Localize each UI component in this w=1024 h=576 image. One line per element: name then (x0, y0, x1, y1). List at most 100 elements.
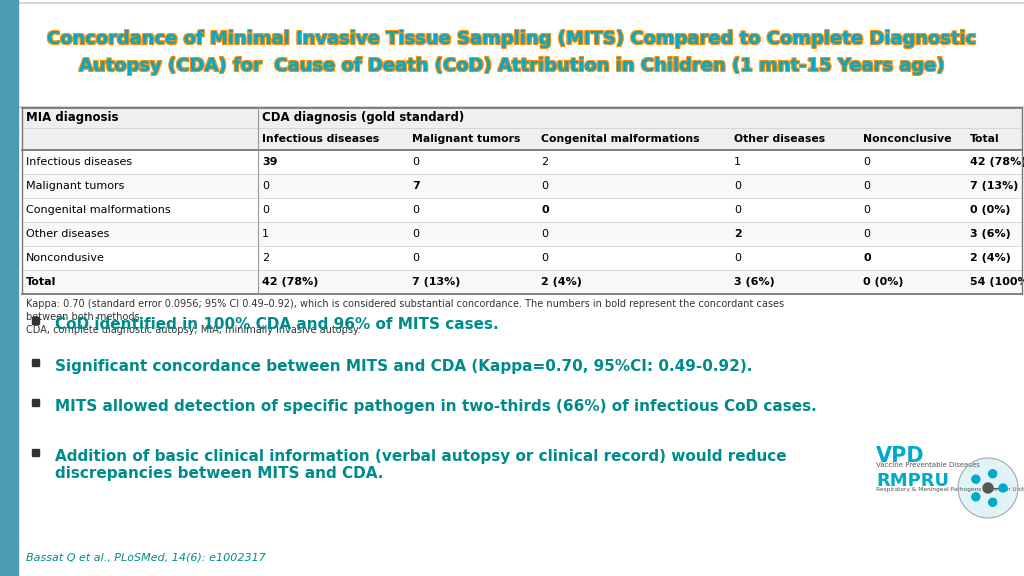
Text: 0: 0 (863, 157, 870, 167)
Text: MIA diagnosis: MIA diagnosis (26, 112, 119, 124)
Text: Autopsy (CDA) for  Cause of Death (CoD) Attribution in Children (1 mnt-15 Years : Autopsy (CDA) for Cause of Death (CoD) A… (79, 56, 945, 74)
Text: 0: 0 (412, 157, 419, 167)
Bar (0, 0, 18, 576)
Text: Autopsy (CDA) for  Cause of Death (CoD) Attribution in Children (1 mnt-15 Years : Autopsy (CDA) for Cause of Death (CoD) A… (78, 56, 944, 74)
Text: 0: 0 (262, 181, 269, 191)
Text: Vaccine Preventable Diseases: Vaccine Preventable Diseases (876, 462, 980, 468)
Text: Infectious diseases: Infectious diseases (262, 134, 379, 144)
Text: MITS allowed detection of specific pathogen in two-thirds (66%) of infectious Co: MITS allowed detection of specific patho… (55, 399, 817, 414)
Text: Bassat Q et al., PLoSMed, 14(6): e1002317: Bassat Q et al., PLoSMed, 14(6): e100231… (26, 552, 266, 562)
Text: 7 (13%): 7 (13%) (970, 181, 1019, 191)
Circle shape (988, 498, 996, 506)
Text: Concordance of Minimal Invasive Tissue Sampling (MITS) Compared to Complete Diag: Concordance of Minimal Invasive Tissue S… (48, 29, 978, 47)
Text: 0 (0%): 0 (0%) (863, 277, 903, 287)
FancyBboxPatch shape (17, 3, 1024, 107)
Text: 0: 0 (863, 253, 870, 263)
Text: 3 (6%): 3 (6%) (970, 229, 1011, 239)
Text: 0: 0 (412, 253, 419, 263)
Text: Concordance of Minimal Invasive Tissue Sampling (MITS) Compared to Complete Diag: Concordance of Minimal Invasive Tissue S… (47, 30, 977, 48)
Bar (868, 433, 1016, 548)
Text: Malignant tumors: Malignant tumors (412, 134, 520, 144)
Text: 2 (4%): 2 (4%) (541, 277, 582, 287)
Bar (22, 246, 1022, 270)
Text: Concordance of Minimal Invasive Tissue Sampling (MITS) Compared to Complete Diag: Concordance of Minimal Invasive Tissue S… (48, 31, 978, 49)
Text: 0: 0 (262, 205, 269, 215)
Text: 1: 1 (262, 229, 269, 239)
Text: RMPRU: RMPRU (876, 472, 949, 490)
Text: Autopsy (CDA) for  Cause of Death (CoD) Attribution in Children (1 mnt-15 Years : Autopsy (CDA) for Cause of Death (CoD) A… (80, 57, 946, 75)
Text: Total: Total (970, 134, 999, 144)
Text: Autopsy (CDA) for  Cause of Death (CoD) Attribution in Children (1 mnt-15 Years : Autopsy (CDA) for Cause of Death (CoD) A… (78, 58, 944, 76)
Text: CDA diagnosis (gold standard): CDA diagnosis (gold standard) (262, 112, 464, 124)
Text: Concordance of Minimal Invasive Tissue Sampling (MITS) Compared to Complete Diag: Concordance of Minimal Invasive Tissue S… (46, 31, 976, 49)
Text: Noncondusive: Noncondusive (26, 253, 104, 263)
Text: Other diseases: Other diseases (734, 134, 825, 144)
Text: 54 (100%): 54 (100%) (970, 277, 1024, 287)
Text: Concordance of Minimal Invasive Tissue Sampling (MITS) Compared to Complete Diag: Concordance of Minimal Invasive Tissue S… (46, 29, 976, 47)
Text: 0: 0 (541, 205, 549, 215)
Text: 2: 2 (262, 253, 269, 263)
Bar (32, 359, 39, 366)
Text: Congenital malformations: Congenital malformations (26, 205, 171, 215)
Text: Concordance of Minimal Invasive Tissue Sampling (MITS) Compared to Complete Diag: Concordance of Minimal Invasive Tissue S… (46, 30, 976, 48)
Text: Concordance of Minimal Invasive Tissue Sampling (MITS) Compared to Complete Diag: Concordance of Minimal Invasive Tissue S… (47, 31, 977, 49)
Bar (22, 108, 1022, 128)
Text: 0: 0 (734, 205, 741, 215)
Text: Other diseases: Other diseases (26, 229, 110, 239)
Circle shape (999, 484, 1007, 492)
Text: Concordance of Minimal Invasive Tissue Sampling (MITS) Compared to Complete Diag: Concordance of Minimal Invasive Tissue S… (47, 29, 977, 47)
Text: 39: 39 (262, 157, 278, 167)
Text: 0 (0%): 0 (0%) (970, 205, 1011, 215)
Text: Kappa: 0.70 (standard error 0.0956; 95% CI 0.49–0.92), which is considered subst: Kappa: 0.70 (standard error 0.0956; 95% … (26, 299, 784, 309)
Text: Addition of basic clinical information (verbal autopsy or clinical record) would: Addition of basic clinical information (… (55, 449, 786, 482)
Bar (22, 150, 1022, 174)
Text: Autopsy (CDA) for  Cause of Death (CoD) Attribution in Children (1 mnt-15 Years : Autopsy (CDA) for Cause of Death (CoD) A… (80, 58, 946, 76)
Text: 7: 7 (412, 181, 420, 191)
Circle shape (972, 475, 980, 483)
Bar (22, 270, 1022, 294)
Text: Congenital malformations: Congenital malformations (541, 134, 699, 144)
Text: 0: 0 (412, 229, 419, 239)
Text: 0: 0 (734, 253, 741, 263)
Text: 2: 2 (541, 157, 548, 167)
Text: CDA, complete diagnostic autopsy; MIA, minimally invasive autopsy.: CDA, complete diagnostic autopsy; MIA, m… (26, 325, 360, 335)
Text: 2: 2 (734, 229, 741, 239)
Text: 0: 0 (863, 181, 870, 191)
Bar (22, 128, 1022, 150)
Text: Autopsy (CDA) for  Cause of Death (CoD) Attribution in Children (1 mnt-15 Years : Autopsy (CDA) for Cause of Death (CoD) A… (79, 58, 945, 76)
Text: 0: 0 (541, 253, 548, 263)
Bar (22, 174, 1022, 198)
Text: 3 (6%): 3 (6%) (734, 277, 775, 287)
Text: Concordance of Minimal Invasive Tissue Sampling (MITS) Compared to Complete Diag: Concordance of Minimal Invasive Tissue S… (48, 30, 978, 48)
Text: 42 (78%): 42 (78%) (970, 157, 1024, 167)
Circle shape (972, 493, 980, 501)
Text: Malignant tumors: Malignant tumors (26, 181, 124, 191)
Bar (32, 449, 39, 456)
Text: 42 (78%): 42 (78%) (262, 277, 318, 287)
Text: 1: 1 (734, 157, 741, 167)
Text: CoD identified in 100% CDA and 96% of MITS cases.: CoD identified in 100% CDA and 96% of MI… (55, 317, 499, 332)
Text: 2 (4%): 2 (4%) (970, 253, 1011, 263)
Text: Respiratory & Meningeal Pathogens Research Unit: Respiratory & Meningeal Pathogens Resear… (876, 487, 1024, 492)
Text: Total: Total (26, 277, 56, 287)
Circle shape (983, 483, 993, 493)
Text: Significant concordance between MITS and CDA (Kappa=0.70, 95%CI: 0.49-0.92).: Significant concordance between MITS and… (55, 359, 753, 374)
Text: Infectious diseases: Infectious diseases (26, 157, 132, 167)
Text: VPD: VPD (876, 446, 925, 466)
Circle shape (988, 470, 996, 478)
Bar (22, 222, 1022, 246)
Bar (32, 317, 39, 324)
Text: Autopsy (CDA) for  Cause of Death (CoD) Attribution in Children (1 mnt-15 Years : Autopsy (CDA) for Cause of Death (CoD) A… (78, 57, 944, 75)
Text: 0: 0 (734, 181, 741, 191)
Circle shape (958, 458, 1018, 518)
Bar (32, 399, 39, 406)
Text: Autopsy (CDA) for  Cause of Death (CoD) Attribution in Children (1 mnt-15 Years : Autopsy (CDA) for Cause of Death (CoD) A… (79, 57, 945, 75)
Bar (22, 198, 1022, 222)
Text: 0: 0 (863, 205, 870, 215)
Text: 7 (13%): 7 (13%) (412, 277, 461, 287)
Text: Autopsy (CDA) for  Cause of Death (CoD) Attribution in Children (1 mnt-15 Years : Autopsy (CDA) for Cause of Death (CoD) A… (80, 56, 946, 74)
Text: 0: 0 (412, 205, 419, 215)
Text: 0: 0 (541, 229, 548, 239)
Text: between both methods.: between both methods. (26, 312, 142, 322)
Text: Nonconclusive: Nonconclusive (863, 134, 951, 144)
